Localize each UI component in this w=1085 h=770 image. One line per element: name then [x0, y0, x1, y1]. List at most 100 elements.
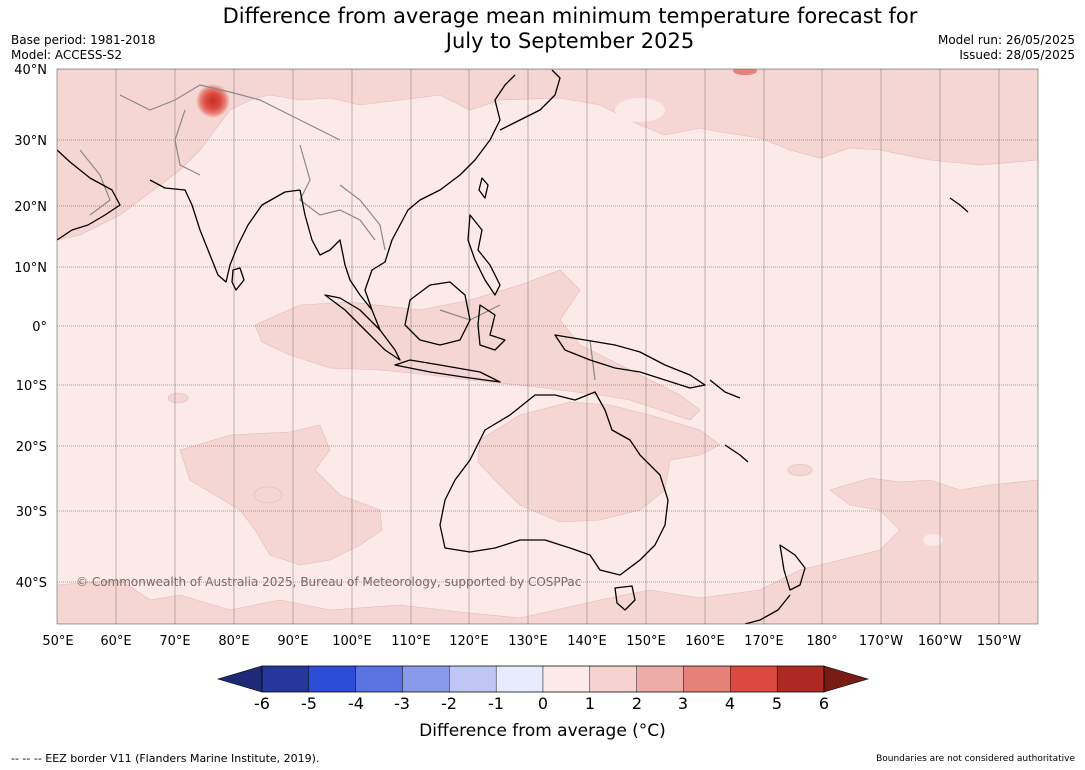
colorbar-swatch	[449, 665, 497, 693]
colorbar-under-arrow	[216, 665, 263, 693]
lon-label: 150°W	[977, 634, 1021, 649]
copyright-notice: © Commonwealth of Australia 2025, Bureau…	[76, 575, 582, 589]
anomaly-regions	[57, 69, 1038, 624]
lon-label: 90°E	[277, 634, 308, 649]
colorbar-tick: 6	[819, 694, 829, 713]
colorbar-swatch	[636, 665, 684, 693]
colorbar-tick: 0	[538, 694, 548, 713]
map-field	[57, 69, 1038, 624]
lat-label: 40°S	[16, 576, 47, 591]
colorbar-swatch	[542, 665, 591, 693]
coast-solomon	[709, 379, 741, 399]
lon-label: 150°E	[626, 634, 666, 649]
parallels	[57, 69, 1038, 583]
colorbar-tick: 3	[678, 694, 688, 713]
meridians	[115, 69, 1000, 624]
lon-label: 70°E	[159, 634, 190, 649]
colorbar-frame	[261, 665, 825, 693]
coastlines	[57, 69, 969, 624]
colorbar-tick: -2	[441, 694, 457, 713]
colorbar-tick: -3	[394, 694, 410, 713]
colorbar-swatch	[402, 665, 450, 693]
colorbar-swatch	[261, 665, 310, 693]
lon-label: 50°E	[42, 634, 73, 649]
coast-japan	[499, 69, 561, 131]
lon-label: 130°E	[508, 634, 548, 649]
coast-indochina	[299, 74, 516, 331]
coast-sri-lanka	[231, 267, 245, 291]
coast-borneo	[404, 281, 471, 346]
anomaly-spot-3	[787, 463, 813, 477]
colorbar-swatch	[355, 665, 403, 693]
lon-label: 170°E	[744, 634, 784, 649]
lat-label: 20°N	[14, 200, 47, 215]
lon-label: 100°E	[332, 634, 372, 649]
coast-new-guinea	[554, 334, 706, 389]
hotspot-edge	[733, 69, 757, 75]
colorbar-swatch	[495, 665, 544, 693]
anomaly-region-southeast	[57, 477, 1038, 624]
colorbar-tick: 4	[725, 694, 735, 713]
hotspot	[196, 84, 230, 118]
eez-border-note: -- -- -- EEZ border V11 (Flanders Marine…	[11, 752, 320, 765]
country-borders	[79, 84, 596, 381]
meta-left: Base period: 1981-2018 Model: ACCESS-S2	[11, 33, 156, 63]
anomaly-region-north	[57, 69, 1038, 241]
coast-new-caledonia	[724, 444, 749, 463]
coast-sulawesi	[477, 304, 506, 351]
latitude-labels: 40°N 30°N 20°N 10°N 0° 10°S 20°S 30°S 40…	[14, 63, 47, 591]
coast-new-zealand	[744, 544, 806, 624]
coast-sumatra	[324, 294, 401, 361]
colorbar-tick: -4	[348, 694, 364, 713]
colorbar-swatch	[776, 665, 825, 693]
lon-label: 80°E	[218, 634, 249, 649]
colorbar-swatch	[683, 665, 731, 693]
colorbar: -6 -5 -4 -3 -2 -1 0 1 2 3 4 5 6	[216, 665, 870, 713]
base-period: Base period: 1981-2018	[11, 33, 156, 47]
colorbar-tick: -5	[301, 694, 317, 713]
coast-taiwan	[478, 177, 489, 199]
issued-date: Issued: 28/05/2025	[959, 48, 1075, 62]
lon-label: 160°W	[918, 634, 962, 649]
colorbar-tick: 5	[772, 694, 782, 713]
lat-label: 40°N	[14, 63, 47, 78]
lon-label: 110°E	[391, 634, 431, 649]
lon-label: 160°E	[685, 634, 725, 649]
longitude-labels: 50°E 60°E 70°E 80°E 90°E 100°E 110°E 120…	[42, 634, 1021, 649]
anomaly-spot-1	[167, 392, 189, 404]
coast-hawaii	[949, 197, 969, 213]
lat-label: 30°S	[16, 505, 47, 520]
meta-right: Model run: 26/05/2025 Issued: 28/05/2025	[938, 33, 1075, 63]
coast-tasmania	[614, 585, 636, 611]
normal-pocket-1	[923, 534, 943, 546]
colorbar-swatch	[308, 665, 356, 693]
normal-pocket-2	[615, 98, 665, 122]
colorbar-over-arrow	[823, 665, 870, 693]
coast-australia	[439, 391, 669, 576]
coast-india	[149, 179, 301, 283]
colorbar-tick: -6	[254, 694, 270, 713]
lon-label: 140°E	[567, 634, 607, 649]
map-frame	[56, 68, 1039, 625]
anomaly-spot-2	[253, 486, 283, 504]
coast-arabia	[57, 149, 121, 241]
colorbar-tick: -1	[488, 694, 504, 713]
boundaries-disclaimer: Boundaries are not considered authoritat…	[876, 754, 1075, 764]
normal-pockets	[615, 98, 943, 546]
title-line-2: July to September 2025	[445, 29, 695, 53]
anomaly-region-australia	[477, 401, 721, 523]
coast-philippines	[467, 214, 501, 296]
model-run: Model run: 26/05/2025	[937, 33, 1075, 47]
colorbar-ticks: -6 -5 -4 -3 -2 -1 0 1 2 3 4 5 6	[254, 694, 829, 713]
colorbar-tick: 1	[585, 694, 595, 713]
colorbar-swatch	[589, 665, 637, 693]
lat-label: 10°N	[14, 261, 47, 276]
map-title: Difference from average mean minimum tem…	[200, 4, 940, 54]
title-line-1: Difference from average mean minimum tem…	[222, 4, 918, 28]
colorbar-tick: 2	[632, 694, 642, 713]
lat-label: 10°S	[16, 379, 47, 394]
colorbar-swatch	[730, 665, 778, 693]
lon-label: 120°E	[449, 634, 489, 649]
lon-label: 60°E	[100, 634, 131, 649]
